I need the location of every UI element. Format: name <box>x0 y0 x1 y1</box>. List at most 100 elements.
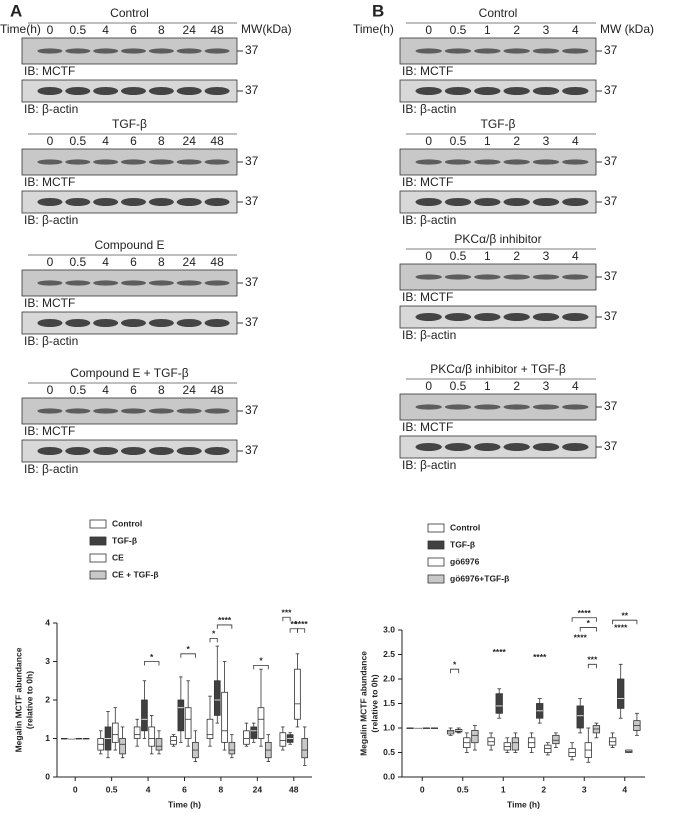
ib-label: IB: MCTF <box>402 64 453 78</box>
blot-band <box>204 280 230 286</box>
lane-label: 0 <box>47 23 54 37</box>
blot-band <box>444 313 472 321</box>
lane-label: 0 <box>47 255 54 269</box>
lane-label: 24 <box>183 23 197 37</box>
legend-label: gö6976+TGF-β <box>450 573 509 583</box>
ib-label: IB: β-actin <box>24 213 78 227</box>
blot-band <box>415 48 442 54</box>
legend-swatch <box>427 557 445 567</box>
lane-label: 0.5 <box>450 249 467 263</box>
blot-band <box>176 408 202 414</box>
blot-band <box>120 48 147 54</box>
ib-label: IB: MCTF <box>402 420 453 434</box>
lane-label: 8 <box>158 255 165 269</box>
box <box>294 668 301 720</box>
y-tick-label: 3 <box>45 656 50 666</box>
blot-band <box>176 447 202 455</box>
y-axis-label: (relative to 0h) <box>369 674 379 732</box>
box <box>206 718 214 739</box>
legend-swatch <box>89 536 107 546</box>
blot-band <box>474 313 501 321</box>
x-tick-label: 48 <box>289 784 299 794</box>
sig-label: * <box>150 652 154 662</box>
blot-band <box>148 198 174 206</box>
mw-value: 37 <box>245 83 259 97</box>
sig-bracket <box>571 617 597 622</box>
blot-band <box>65 48 91 54</box>
sig-bracket <box>612 619 638 625</box>
blot-band <box>474 198 501 206</box>
ib-label: IB: β-actin <box>402 213 456 227</box>
box <box>141 699 148 732</box>
blot-band <box>474 404 501 410</box>
blot-band <box>562 198 589 206</box>
lane-label: 2 <box>513 249 520 263</box>
sig-label: **** <box>218 615 232 625</box>
lane-label: 2 <box>513 134 520 148</box>
blot-band <box>93 198 119 206</box>
blot-band <box>204 319 230 327</box>
blot-band <box>93 319 119 327</box>
blot-band <box>204 198 230 206</box>
blot-band <box>120 159 147 165</box>
blot-band <box>148 48 174 54</box>
blot-title: Compound E <box>94 238 164 252</box>
lane-label: 0.5 <box>450 134 467 148</box>
box <box>148 726 156 747</box>
blot-band <box>503 274 530 280</box>
ib-label: IB: MCTF <box>24 296 75 310</box>
box <box>495 693 503 714</box>
lane-label: 3 <box>543 23 550 37</box>
blot-band <box>148 159 174 165</box>
blot-band <box>37 159 63 165</box>
blot-band <box>65 280 91 286</box>
blot-band <box>474 159 501 165</box>
blot-band <box>503 443 530 451</box>
lane-label: 4 <box>102 23 109 37</box>
blot-band <box>65 447 91 455</box>
box <box>301 738 309 759</box>
blot-band <box>65 198 91 206</box>
ib-label: IB: β-actin <box>402 102 456 116</box>
box <box>511 737 520 751</box>
panel-letter: B <box>372 1 384 20</box>
legend-label: CE <box>112 552 124 562</box>
ib-label: IB: β-actin <box>24 462 78 476</box>
blot-band <box>562 159 589 165</box>
blot-band <box>176 48 202 54</box>
lane-label: 48 <box>210 255 224 269</box>
blot-band <box>532 313 560 321</box>
blot-band <box>503 198 530 206</box>
sig-bracket <box>289 628 298 633</box>
blot-band <box>204 87 230 95</box>
sig-label: **** <box>574 633 588 643</box>
blot-band <box>120 280 147 286</box>
blot-band <box>474 87 501 95</box>
blot-band <box>532 443 560 451</box>
blot-band <box>503 404 530 410</box>
legend-label: Control <box>112 518 142 528</box>
blot-band <box>93 48 119 54</box>
box <box>257 707 265 739</box>
sig-bracket <box>450 668 460 674</box>
blot-band <box>37 198 63 206</box>
blot-band <box>532 274 560 280</box>
box <box>250 726 258 739</box>
sig-label: * <box>212 629 216 639</box>
y-axis-label: Megalin MCTF abundance <box>358 651 368 756</box>
box <box>221 691 228 743</box>
blot-band <box>176 87 202 95</box>
box <box>279 732 287 747</box>
x-tick-label: 4 <box>622 784 627 794</box>
lane-label: 1 <box>484 249 491 263</box>
lane-label: 4 <box>102 134 109 148</box>
blot-band <box>503 159 530 165</box>
sig-bracket <box>282 616 291 622</box>
y-tick-label: 4 <box>45 617 50 627</box>
blot-title: Compound E + TGF-β <box>70 366 188 380</box>
legend-label: TGF-β <box>450 539 475 549</box>
mw-value: 37 <box>604 439 618 453</box>
mw-value: 37 <box>245 194 259 208</box>
box <box>471 730 479 744</box>
blot-band <box>415 87 442 95</box>
